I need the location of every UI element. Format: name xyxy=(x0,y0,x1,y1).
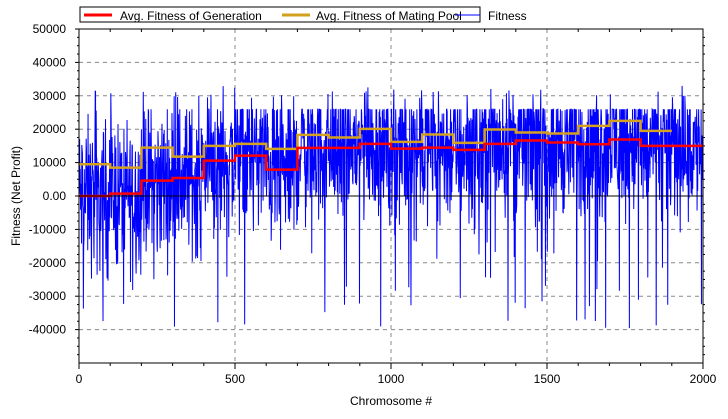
x-tick-label: 1500 xyxy=(534,372,561,386)
legend: Avg. Fitness of Generation Avg. Fitness … xyxy=(79,6,527,23)
y-tick-label: -40000 xyxy=(29,323,67,337)
y-axis-label: Fitness (Net Profit) xyxy=(9,146,23,246)
series-generation xyxy=(79,138,703,198)
y-tick-label: 30000 xyxy=(33,89,67,103)
y-tick-label: 20000 xyxy=(33,122,67,136)
x-tick-label: 0 xyxy=(76,372,83,386)
series-fitness xyxy=(78,85,704,329)
x-tick-label: 500 xyxy=(225,372,245,386)
step-line xyxy=(79,138,703,198)
x-tick-label: 2000 xyxy=(690,372,717,386)
legend-label-generation: Avg. Fitness of Generation xyxy=(120,9,262,23)
x-axis-label: Chromosome # xyxy=(350,394,432,408)
y-tick-label: 10000 xyxy=(33,156,67,170)
step-line xyxy=(79,119,672,169)
axes: 0 500 1000 1500 2000 50000 40000 30000 20000 1000… xyxy=(29,22,717,386)
y-tick-label: 40000 xyxy=(33,55,67,69)
y-tick-label: 50000 xyxy=(33,22,67,36)
y-tick-label: -20000 xyxy=(29,256,67,270)
legend-label-mating-pool: Avg. Fitness of Mating Pool xyxy=(316,9,462,23)
fitness-line xyxy=(78,85,704,329)
series-mating-pool xyxy=(79,119,672,169)
y-tick-label: -30000 xyxy=(29,289,67,303)
y-tick-label: 0.00 xyxy=(43,189,67,203)
y-tick-label: -10000 xyxy=(29,222,67,236)
x-tick-label: 1000 xyxy=(378,372,405,386)
legend-label-fitness: Fitness xyxy=(488,9,527,23)
